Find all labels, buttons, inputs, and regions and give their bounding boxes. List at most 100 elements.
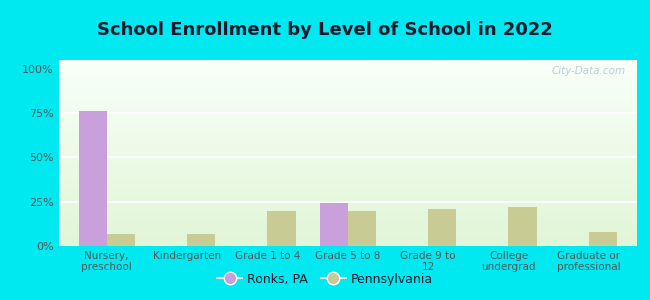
Bar <box>58 108 637 110</box>
Bar <box>58 162 637 164</box>
Bar <box>58 155 637 157</box>
Bar <box>58 138 637 140</box>
Bar <box>58 192 637 194</box>
Bar <box>58 92 637 94</box>
Bar <box>58 62 637 64</box>
Bar <box>58 133 637 134</box>
Bar <box>58 157 637 159</box>
Bar <box>58 151 637 153</box>
Bar <box>58 127 637 129</box>
Bar <box>58 173 637 175</box>
Bar <box>58 244 637 246</box>
Bar <box>58 123 637 125</box>
Bar <box>58 212 637 214</box>
Bar <box>58 103 637 105</box>
Bar <box>58 200 637 201</box>
Bar <box>58 196 637 198</box>
Text: School Enrollment by Level of School in 2022: School Enrollment by Level of School in … <box>97 21 553 39</box>
Bar <box>58 136 637 138</box>
Bar <box>58 99 637 101</box>
Bar <box>58 233 637 235</box>
Bar <box>58 226 637 227</box>
Bar <box>58 190 637 192</box>
Bar <box>58 112 637 114</box>
Bar <box>428 209 456 246</box>
Bar <box>58 222 637 224</box>
Bar <box>58 79 637 80</box>
Bar <box>58 181 637 183</box>
Bar <box>267 211 296 246</box>
Bar <box>58 114 637 116</box>
Bar <box>58 66 637 68</box>
Bar <box>58 209 637 211</box>
Bar <box>58 122 637 123</box>
Bar <box>58 60 637 62</box>
Bar <box>58 84 637 86</box>
Bar <box>58 177 637 179</box>
Bar <box>58 75 637 77</box>
Bar <box>58 125 637 127</box>
Bar <box>58 159 637 161</box>
Bar <box>58 201 637 203</box>
Bar <box>58 203 637 205</box>
Bar <box>58 160 637 162</box>
Bar <box>58 175 637 177</box>
Bar <box>58 205 637 207</box>
Text: City-Data.com: City-Data.com <box>551 66 625 76</box>
Bar <box>58 231 637 233</box>
Bar <box>58 207 637 209</box>
Bar <box>58 184 637 187</box>
Legend: Ronks, PA, Pennsylvania: Ronks, PA, Pennsylvania <box>213 268 437 291</box>
Bar <box>58 153 637 155</box>
Bar <box>58 73 637 75</box>
Bar <box>58 235 637 237</box>
Bar <box>58 88 637 90</box>
Bar <box>58 216 637 218</box>
Bar <box>58 179 637 181</box>
Bar <box>58 194 637 196</box>
Bar <box>58 188 637 190</box>
Bar <box>79 111 107 246</box>
Bar <box>58 166 637 168</box>
Bar <box>58 144 637 146</box>
Bar <box>58 242 637 244</box>
Bar <box>58 105 637 106</box>
Bar <box>58 131 637 133</box>
Bar <box>58 110 637 112</box>
Bar <box>58 86 637 88</box>
Bar <box>58 238 637 240</box>
Bar <box>58 69 637 71</box>
Bar <box>58 129 637 131</box>
Bar <box>58 170 637 172</box>
Bar <box>58 90 637 92</box>
Bar <box>348 211 376 246</box>
Bar <box>58 183 637 184</box>
Bar <box>58 229 637 231</box>
Bar <box>58 227 637 229</box>
Bar <box>58 94 637 95</box>
Bar <box>58 118 637 119</box>
Bar <box>58 68 637 69</box>
Bar <box>107 234 135 246</box>
Bar <box>58 211 637 212</box>
Bar <box>58 142 637 144</box>
Bar <box>187 234 215 246</box>
Bar <box>58 187 637 188</box>
Bar <box>320 203 348 246</box>
Bar <box>58 168 637 170</box>
Bar <box>508 207 536 246</box>
Bar <box>58 71 637 73</box>
Bar <box>58 198 637 200</box>
Bar <box>58 77 637 79</box>
Bar <box>58 101 637 103</box>
Bar <box>58 97 637 99</box>
Bar <box>58 172 637 173</box>
Bar <box>58 95 637 97</box>
Bar <box>58 64 637 66</box>
Bar <box>58 146 637 147</box>
Bar <box>58 164 637 166</box>
Bar <box>58 140 637 142</box>
Bar <box>58 224 637 226</box>
Bar <box>589 232 617 246</box>
Bar <box>58 214 637 216</box>
